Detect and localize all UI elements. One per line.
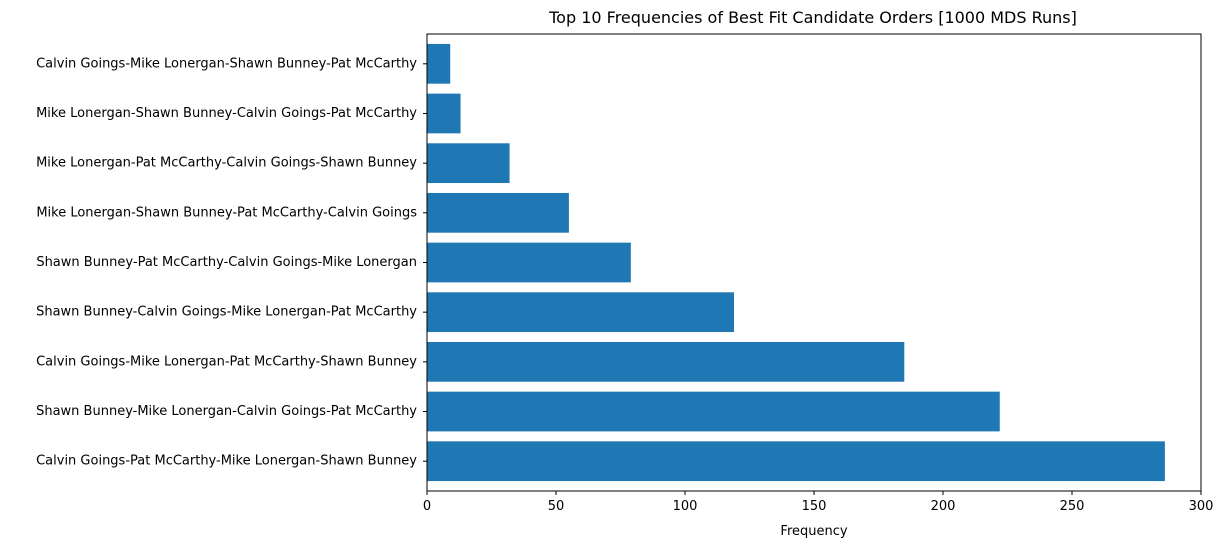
bar xyxy=(427,391,1000,432)
x-axis-label: Frequency xyxy=(780,524,847,539)
bar xyxy=(427,43,451,84)
y-tick-label: Calvin Goings-Pat McCarthy-Mike Lonergan… xyxy=(36,454,417,469)
y-axis-ticks: Calvin Goings-Pat McCarthy-Mike Lonergan… xyxy=(36,56,427,469)
y-tick-label: Calvin Goings-Mike Lonergan-Pat McCarthy… xyxy=(36,354,417,369)
bar xyxy=(427,341,905,382)
bar xyxy=(427,192,569,233)
bar xyxy=(427,242,631,283)
y-tick-label: Shawn Bunney-Mike Lonergan-Calvin Goings… xyxy=(36,404,417,419)
y-tick-label: Mike Lonergan-Shawn Bunney-Pat McCarthy-… xyxy=(36,205,417,220)
plot-frame xyxy=(426,33,1202,492)
chart-title: Top 10 Frequencies of Best Fit Candidate… xyxy=(548,8,1077,27)
bar xyxy=(427,93,461,134)
bar xyxy=(427,143,510,184)
x-tick-label: 0 xyxy=(423,499,431,514)
y-tick-label: Mike Lonergan-Pat McCarthy-Calvin Goings… xyxy=(36,156,417,171)
y-tick-label: Mike Lonergan-Shawn Bunney-Calvin Goings… xyxy=(36,106,417,121)
x-tick-label: 150 xyxy=(802,499,827,514)
bars-group xyxy=(427,43,1165,482)
y-tick-label: Shawn Bunney-Calvin Goings-Mike Lonergan… xyxy=(36,305,417,320)
bar xyxy=(427,441,1165,482)
bar xyxy=(427,292,735,333)
x-tick-label: 200 xyxy=(931,499,956,514)
x-tick-label: 250 xyxy=(1060,499,1085,514)
x-tick-label: 300 xyxy=(1189,499,1214,514)
x-tick-label: 50 xyxy=(548,499,565,514)
y-tick-label: Calvin Goings-Mike Lonergan-Shawn Bunney… xyxy=(36,56,417,71)
y-tick-label: Shawn Bunney-Pat McCarthy-Calvin Goings-… xyxy=(36,255,417,270)
x-tick-label: 100 xyxy=(673,499,698,514)
x-axis-ticks: 0 50 100 150 200 250 300 xyxy=(423,491,1214,514)
